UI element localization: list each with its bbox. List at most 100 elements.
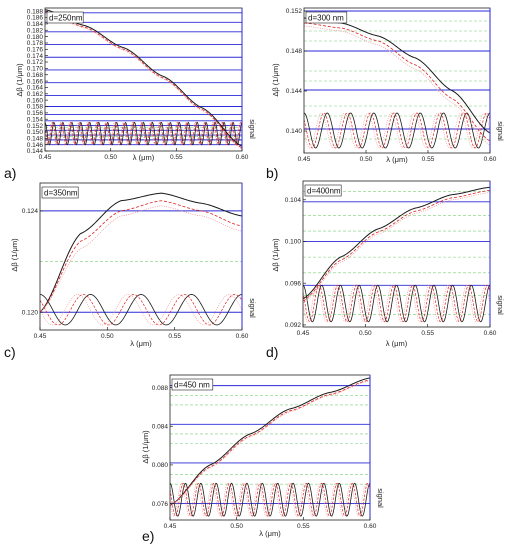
y-axis-label: Δβ (1/μm) [271,63,280,97]
thickness-label-box [305,11,348,24]
plot-area [170,377,370,517]
curve-dot-pink [45,11,242,150]
y-tick-label: 0.158 [27,104,44,111]
y-tick-label: 0.146 [27,142,44,149]
signal-solid-black [170,482,370,517]
plot-area [45,9,242,150]
x-tick-label: 0.55 [168,333,181,340]
y-tick-label: 0.144 [27,148,44,155]
curve-dot-pink [304,25,490,146]
curve-dot-pink [40,205,242,313]
x-tick-label: 0.60 [364,523,377,530]
signal-solid-black [40,294,242,326]
plot-area [40,192,242,326]
thickness-label: d=400nm [307,187,341,196]
y-tick-label: 0.174 [27,53,44,60]
thickness-label-box [41,186,79,199]
plot-area [303,186,490,323]
y-tick-label: 0.088 [152,385,169,392]
panel-c: 0.45 0.50 0.55 0.60 0.120 0.124 d=350nm λ (μm) Δ… [4,182,257,360]
y-tick-label: 0.160 [27,97,44,104]
panel-letter: c) [4,344,16,360]
x-tick-label: 0.45 [164,523,177,530]
signal-axis-label: signal [496,121,505,141]
panel-letter: e) [142,528,154,544]
thickness-label: d=450 nm [174,381,210,390]
y-tick-label: 0.100 [285,239,302,246]
curve-dot-pink [303,192,490,304]
y-tick-label: 0.096 [285,280,302,287]
signal-dash-red [170,482,370,517]
plot-frame [169,374,371,521]
x-tick-label: 0.60 [236,333,249,340]
panel-letter: d) [266,344,278,360]
x-axis-label: λ (μm) [386,339,408,348]
curve-dash-red [170,379,370,506]
thickness-label-box [171,378,214,391]
x-tick-label: 0.50 [360,156,373,163]
signal-axis-label: signal [376,488,385,508]
thickness-label: d=350nm [44,189,78,198]
y-tick-label: 0.152 [286,8,303,15]
plot-area [304,10,490,149]
curve-solid-black [170,377,370,506]
curve-dash-red [45,10,242,149]
y-tick-label: 0.176 [27,47,44,54]
y-tick-label: 0.182 [27,27,44,34]
x-tick-label: 0.55 [421,330,434,337]
y-axis-label: Δβ (1/μm) [271,238,280,272]
x-axis-label: λ (μm) [386,155,408,164]
x-tick-label: 0.60 [484,156,497,163]
y-axis-label: Δβ (1/μm) [10,238,19,272]
curve-dash-red [304,22,490,142]
signal-dot-pink [303,284,490,323]
signal-solid-black [45,121,242,146]
curve-dash-red [303,189,490,302]
signal-dot-pink [40,294,242,326]
signal-dash-red [303,284,490,323]
y-tick-label: 0.170 [27,66,44,73]
y-tick-label: 0.124 [22,208,39,215]
y-tick-label: 0.148 [27,135,44,142]
signal-axis-label: signal [496,295,505,315]
x-tick-label: 0.55 [170,154,183,161]
x-tick-label: 0.50 [104,154,117,161]
y-tick-label: 0.092 [285,322,302,329]
x-tick-label: 0.50 [359,330,372,337]
signal-dash-red [45,121,242,146]
x-tick-label: 0.45 [297,330,310,337]
thickness-label: d=250nm [49,14,83,23]
y-tick-label: 0.076 [152,501,169,508]
y-tick-label: 0.166 [27,78,44,85]
y-tick-label: 0.172 [27,59,44,66]
x-axis-label: λ (μm) [130,339,152,348]
x-tick-label: 0.45 [298,156,311,163]
y-tick-label: 0.120 [22,309,39,316]
y-tick-label: 0.104 [285,197,302,204]
x-axis-label: λ (μm) [133,153,155,162]
curve-solid-black [40,192,242,313]
y-tick-label: 0.184 [27,21,44,28]
x-tick-label: 0.45 [39,154,52,161]
signal-dot-pink [45,121,242,146]
x-tick-label: 0.45 [34,333,47,340]
plot-frame [39,182,243,331]
y-tick-label: 0.152 [27,123,44,130]
x-tick-label: 0.55 [422,156,435,163]
y-tick-label: 0.154 [27,116,44,123]
thickness-label-box [304,184,342,197]
signal-dash-red [40,294,242,326]
panel-letter: b) [266,165,278,181]
y-axis-label: Δβ (1/μm) [15,63,24,97]
y-tick-label: 0.140 [286,128,303,135]
x-tick-label: 0.60 [236,154,249,161]
panel-b: 0.45 0.50 0.55 0.60 0.140 0.144 0.148 0.152 d=30… [266,7,505,181]
y-tick-label: 0.162 [27,91,44,98]
signal-axis-label: signal [248,298,257,318]
curve-solid-black [303,186,490,300]
thickness-label-box [46,11,84,24]
panel-d: 0.45 0.50 0.55 0.60 0.092 0.096 0.100 0.104 d=40… [266,180,505,360]
x-tick-label: 0.60 [484,330,497,337]
y-tick-label: 0.168 [27,72,44,79]
